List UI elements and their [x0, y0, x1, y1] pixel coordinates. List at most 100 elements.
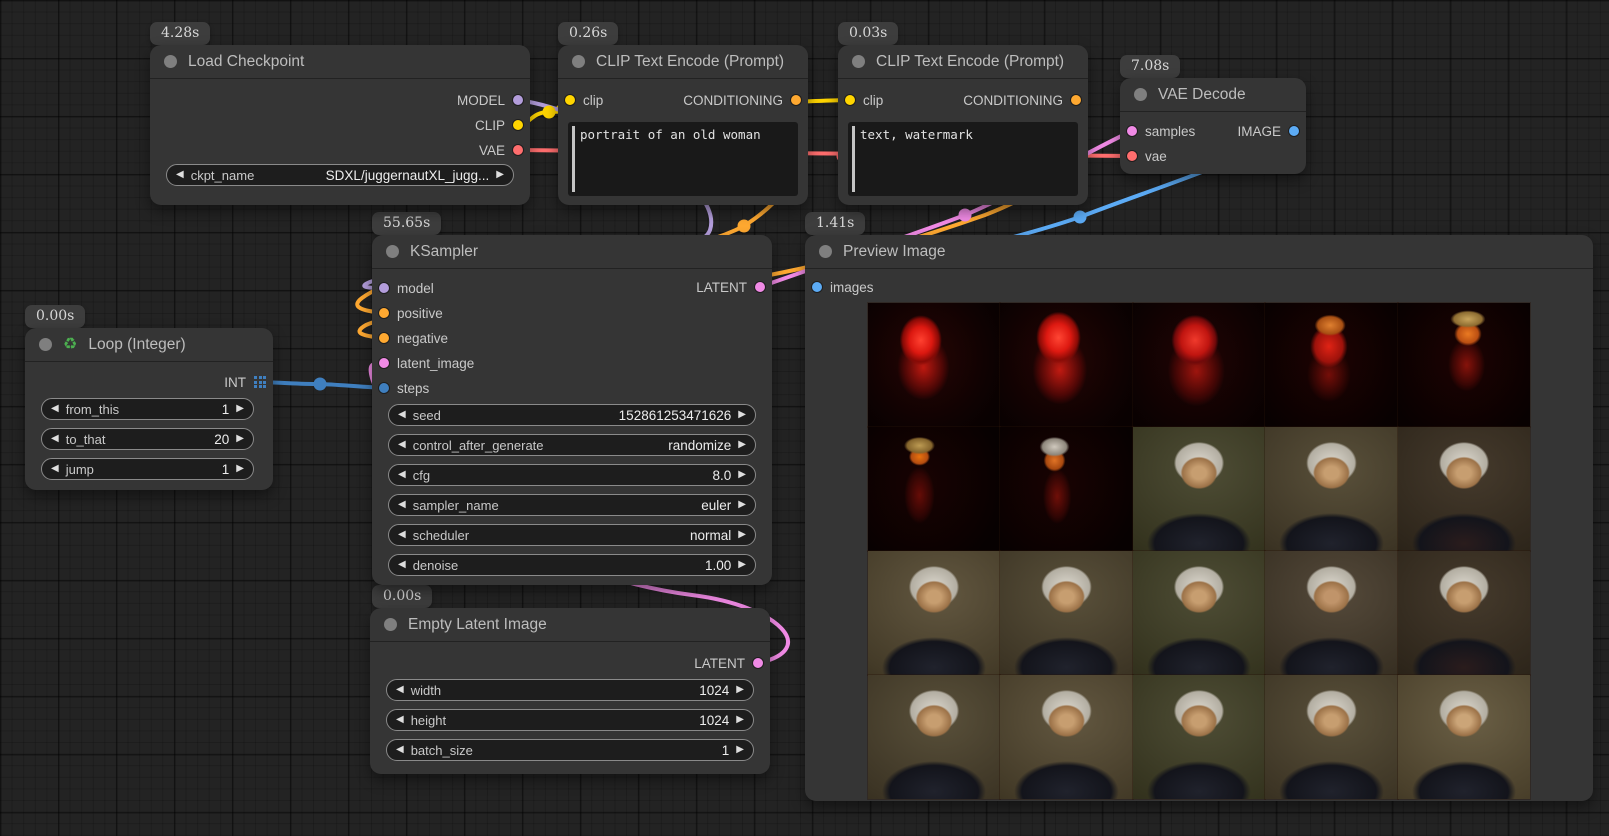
node-title-bar[interactable]: ♻ Loop (Integer) — [25, 328, 273, 362]
collapse-dot-icon[interactable] — [384, 618, 397, 631]
node-title-bar[interactable]: Load Checkpoint — [150, 45, 530, 79]
input-slot-steps[interactable]: steps — [379, 378, 429, 398]
next-arrow-icon[interactable]: ▶ — [736, 684, 744, 695]
next-arrow-icon[interactable]: ▶ — [738, 469, 746, 480]
prev-arrow-icon[interactable]: ◀ — [398, 529, 406, 540]
prev-arrow-icon[interactable]: ◀ — [398, 439, 406, 450]
denoise-widget[interactable]: ◀ denoise 1.00 ▶ — [388, 554, 756, 576]
output-slot-conditioning[interactable]: CONDITIONING — [683, 90, 801, 110]
node-title-bar[interactable]: Empty Latent Image — [370, 608, 770, 642]
from-this-widget[interactable]: ◀ from_this 1 ▶ — [41, 398, 254, 420]
prompt-textarea[interactable]: portrait of an old woman — [568, 122, 798, 196]
next-arrow-icon[interactable]: ▶ — [738, 409, 746, 420]
prev-arrow-icon[interactable]: ◀ — [176, 169, 184, 180]
node-ksampler[interactable]: KSampler model positive negative latent_… — [372, 235, 772, 585]
collapse-dot-icon[interactable] — [852, 55, 865, 68]
latent-output-dot[interactable] — [755, 282, 765, 292]
prev-arrow-icon[interactable]: ◀ — [396, 714, 404, 725]
next-arrow-icon[interactable]: ▶ — [496, 169, 504, 180]
to-that-widget[interactable]: ◀ to_that 20 ▶ — [41, 428, 254, 450]
samples-input-dot[interactable] — [1127, 126, 1137, 136]
batch-size-widget[interactable]: ◀ batch_size 1 ▶ — [386, 739, 754, 761]
next-arrow-icon[interactable]: ▶ — [738, 529, 746, 540]
input-slot-latent-image[interactable]: latent_image — [379, 353, 474, 373]
prev-arrow-icon[interactable]: ◀ — [398, 409, 406, 420]
negative-input-dot[interactable] — [379, 333, 389, 343]
prev-arrow-icon[interactable]: ◀ — [398, 499, 406, 510]
control-after-generate-widget[interactable]: ◀ control_after_generate randomize ▶ — [388, 434, 756, 456]
node-clip-text-encode-positive[interactable]: CLIP Text Encode (Prompt) clip CONDITION… — [558, 45, 808, 205]
clip-input-dot[interactable] — [845, 95, 855, 105]
int-grid-output-icon[interactable] — [254, 376, 266, 388]
node-empty-latent-image[interactable]: Empty Latent Image LATENT ◀ width 1024 ▶… — [370, 608, 770, 774]
model-input-dot[interactable] — [379, 283, 389, 293]
output-slot-clip[interactable]: CLIP — [475, 115, 523, 135]
prompt-textarea[interactable]: text, watermark — [848, 122, 1078, 196]
prev-arrow-icon[interactable]: ◀ — [396, 744, 404, 755]
reroute-dot-int[interactable] — [313, 377, 327, 391]
vae-input-dot[interactable] — [1127, 151, 1137, 161]
collapse-dot-icon[interactable] — [39, 338, 52, 351]
next-arrow-icon[interactable]: ▶ — [236, 403, 244, 414]
next-arrow-icon[interactable]: ▶ — [736, 714, 744, 725]
node-title-bar[interactable]: KSampler — [372, 235, 772, 269]
image-output-dot[interactable] — [1289, 126, 1299, 136]
latent-output-dot[interactable] — [753, 658, 763, 668]
input-slot-images[interactable]: images — [812, 277, 874, 297]
input-slot-clip[interactable]: clip — [565, 90, 603, 110]
node-title-bar[interactable]: CLIP Text Encode (Prompt) — [838, 45, 1088, 79]
next-arrow-icon[interactable]: ▶ — [738, 499, 746, 510]
collapse-dot-icon[interactable] — [819, 245, 832, 258]
cfg-widget[interactable]: ◀ cfg 8.0 ▶ — [388, 464, 756, 486]
prev-arrow-icon[interactable]: ◀ — [51, 403, 59, 414]
reroute-dot-latent[interactable] — [958, 208, 972, 222]
prev-arrow-icon[interactable]: ◀ — [51, 463, 59, 474]
height-widget[interactable]: ◀ height 1024 ▶ — [386, 709, 754, 731]
prev-arrow-icon[interactable]: ◀ — [398, 469, 406, 480]
collapse-dot-icon[interactable] — [164, 55, 177, 68]
scheduler-widget[interactable]: ◀ scheduler normal ▶ — [388, 524, 756, 546]
output-slot-int[interactable]: INT — [224, 372, 266, 392]
prev-arrow-icon[interactable]: ◀ — [51, 433, 59, 444]
reroute-dot-image[interactable] — [1073, 210, 1087, 224]
next-arrow-icon[interactable]: ▶ — [236, 433, 244, 444]
next-arrow-icon[interactable]: ▶ — [738, 559, 746, 570]
input-slot-vae[interactable]: vae — [1127, 146, 1167, 166]
collapse-dot-icon[interactable] — [572, 55, 585, 68]
reroute-dot-conditioning[interactable] — [737, 219, 751, 233]
node-clip-text-encode-negative[interactable]: CLIP Text Encode (Prompt) clip CONDITION… — [838, 45, 1088, 205]
input-slot-positive[interactable]: positive — [379, 303, 443, 323]
output-slot-latent[interactable]: LATENT — [694, 653, 763, 673]
node-title-bar[interactable]: VAE Decode — [1120, 78, 1306, 112]
ckpt-name-widget[interactable]: ◀ ckpt_name SDXL/juggernautXL_jugg... ▶ — [166, 164, 514, 186]
prev-arrow-icon[interactable]: ◀ — [396, 684, 404, 695]
conditioning-output-dot[interactable] — [791, 95, 801, 105]
input-slot-clip[interactable]: clip — [845, 90, 883, 110]
reroute-dot-clip[interactable] — [542, 105, 556, 119]
clip-input-dot[interactable] — [565, 95, 575, 105]
output-slot-latent[interactable]: LATENT — [696, 277, 765, 297]
positive-input-dot[interactable] — [379, 308, 389, 318]
width-widget[interactable]: ◀ width 1024 ▶ — [386, 679, 754, 701]
node-loop-integer[interactable]: ♻ Loop (Integer) INT ◀ from_this 1 ▶ ◀ t… — [25, 328, 273, 490]
input-slot-model[interactable]: model — [379, 278, 434, 298]
prev-arrow-icon[interactable]: ◀ — [398, 559, 406, 570]
jump-widget[interactable]: ◀ jump 1 ▶ — [41, 458, 254, 480]
node-vae-decode[interactable]: VAE Decode samples vae IMAGE — [1120, 78, 1306, 174]
collapse-dot-icon[interactable] — [386, 245, 399, 258]
output-slot-conditioning[interactable]: CONDITIONING — [963, 90, 1081, 110]
output-slot-vae[interactable]: VAE — [479, 140, 523, 160]
output-slot-model[interactable]: MODEL — [457, 90, 523, 110]
images-input-dot[interactable] — [812, 282, 822, 292]
next-arrow-icon[interactable]: ▶ — [236, 463, 244, 474]
sampler-name-widget[interactable]: ◀ sampler_name euler ▶ — [388, 494, 756, 516]
model-output-dot[interactable] — [513, 95, 523, 105]
collapse-dot-icon[interactable] — [1134, 88, 1147, 101]
input-slot-samples[interactable]: samples — [1127, 121, 1195, 141]
conditioning-output-dot[interactable] — [1071, 95, 1081, 105]
next-arrow-icon[interactable]: ▶ — [736, 744, 744, 755]
node-title-bar[interactable]: CLIP Text Encode (Prompt) — [558, 45, 808, 79]
steps-input-dot[interactable] — [379, 383, 389, 393]
clip-output-dot[interactable] — [513, 120, 523, 130]
